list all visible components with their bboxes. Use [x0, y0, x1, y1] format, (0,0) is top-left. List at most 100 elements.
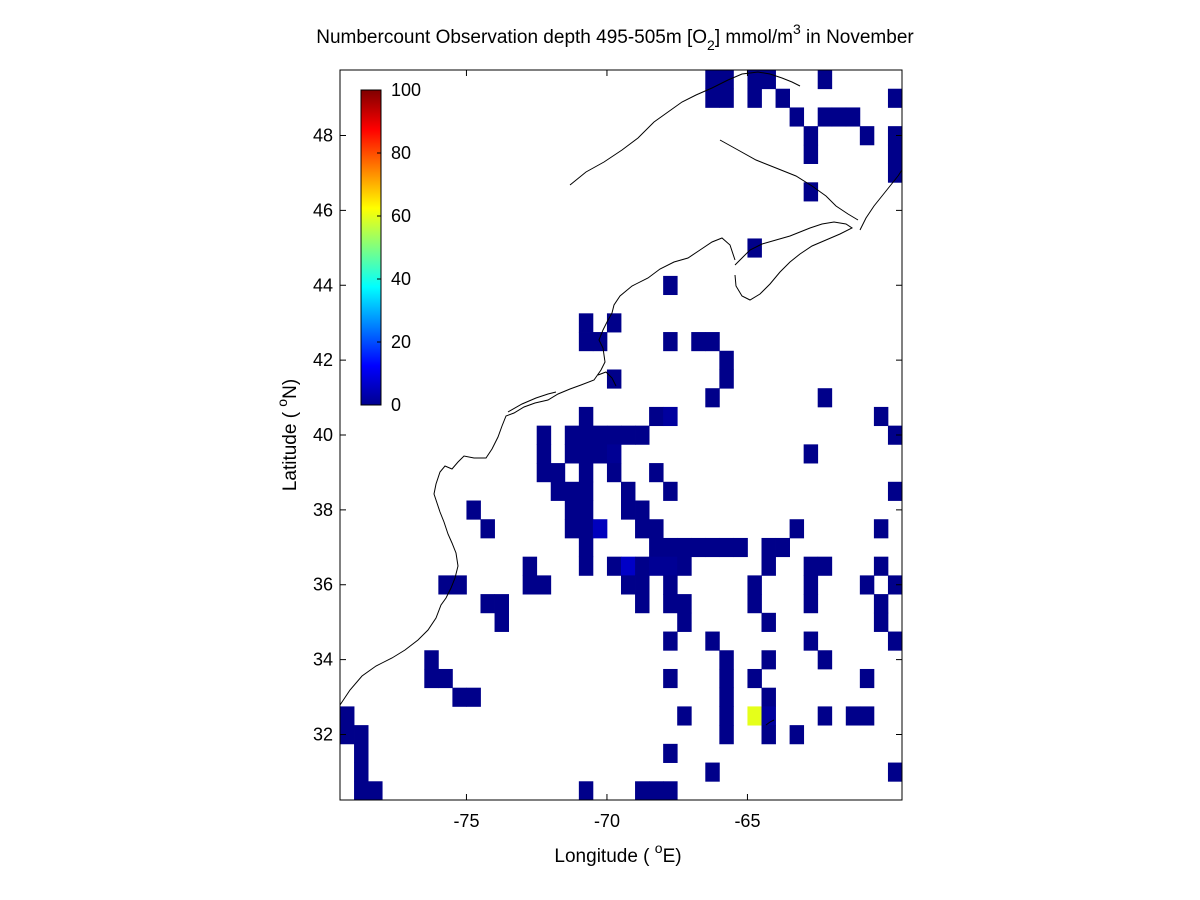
heatmap-cell: [705, 388, 720, 408]
heatmap-cell: [649, 519, 664, 539]
heatmap-cell: [859, 575, 875, 595]
heatmap-cell: [663, 594, 678, 614]
heatmap-cell: [649, 781, 664, 800]
heatmap-cell: [550, 481, 566, 501]
colorbar-tick-label: 20: [391, 332, 411, 352]
coastline: [340, 71, 902, 726]
heatmap-cell: [887, 425, 902, 445]
heatmap-cell: [719, 650, 734, 670]
colorbar-gradient: [360, 89, 382, 406]
heatmap-cell: [536, 425, 552, 445]
heatmap-cell: [747, 88, 762, 108]
heatmap-cell: [340, 706, 355, 726]
colorbar: 0 20 40 60 80 100: [360, 80, 421, 415]
heatmap-cell: [747, 706, 762, 726]
heatmap-cell: [663, 332, 678, 352]
y-tick-label: 40: [313, 425, 333, 445]
colorbar-tick-label: 40: [391, 269, 411, 289]
colorbar-tick-label: 60: [391, 206, 411, 226]
heatmap-cell: [578, 500, 594, 520]
heatmap-cell: [859, 126, 875, 146]
heatmap-cell: [761, 650, 776, 670]
heatmap-cell: [719, 88, 734, 108]
heatmap-cell: [564, 444, 580, 464]
axis-ticks: -75 -70 -65 32 34 36 38 40 42 44 46 48: [313, 70, 902, 831]
heatmap-cell: [873, 556, 889, 576]
heatmap-cell: [887, 163, 902, 183]
heatmap-cell: [494, 612, 509, 632]
heatmap-cell: [635, 594, 650, 614]
coastline-us-east: [340, 237, 736, 706]
heatmap-cell: [887, 481, 902, 501]
heatmap-cell: [747, 668, 762, 689]
heatmap-cell: [817, 388, 833, 408]
heatmap-cell: [719, 668, 734, 689]
heatmap-cell: [677, 537, 692, 558]
heatmap-cell: [564, 481, 580, 501]
coastline-gulf-st-lawrence: [569, 71, 801, 186]
heatmap-cell: [663, 668, 678, 689]
heatmap-cell: [635, 425, 650, 445]
heatmap-cell: [550, 463, 566, 483]
heatmap-cell: [845, 107, 861, 127]
heatmap-cell: [452, 575, 467, 595]
heatmap-cell: [480, 519, 495, 539]
heatmap-cell: [747, 70, 762, 90]
heatmap-cell: [621, 425, 636, 445]
heatmap-cell: [747, 594, 762, 614]
heatmap-cell: [578, 425, 594, 445]
heatmap-cell: [564, 519, 580, 539]
heatmap-cell: [663, 556, 678, 576]
heatmap-cell: [887, 631, 902, 651]
heatmap-cell: [578, 781, 594, 800]
heatmap-cell: [705, 88, 720, 108]
heatmap-cell: [606, 369, 622, 389]
heatmap-cell: [649, 406, 664, 427]
heatmap-cell: [621, 481, 636, 501]
heatmap-cell: [817, 556, 833, 576]
heatmap-cell: [663, 631, 678, 651]
y-tick-label: 46: [313, 200, 333, 220]
heatmap-cell: [845, 706, 861, 726]
y-tick-label: 42: [313, 350, 333, 370]
heatmap-cell: [606, 444, 622, 464]
heatmap-cell: [578, 406, 594, 427]
heatmap-cell: [564, 425, 580, 445]
heatmap-cell: [803, 144, 819, 164]
heatmap-cell: [719, 350, 734, 370]
heatmap-cell: [522, 575, 538, 595]
heatmap-cell: [719, 706, 734, 726]
heatmap-cell: [494, 594, 509, 614]
heatmap-cell: [817, 706, 833, 726]
heatmap-cell: [606, 313, 622, 333]
heatmap-cell: [592, 444, 608, 464]
heatmap-cell: [705, 762, 720, 782]
heatmap-cell: [803, 556, 819, 576]
heatmap-cell: [663, 275, 678, 296]
heatmap-cell: [635, 575, 650, 595]
heatmap-cell: [789, 519, 805, 539]
heatmap-cell: [649, 463, 664, 483]
heatmap-cell: [621, 575, 636, 595]
heatmap-cell: [354, 762, 369, 782]
heatmap-cell: [368, 781, 383, 800]
heatmap-cell: [635, 500, 650, 520]
heatmap-cell: [677, 706, 692, 726]
y-tick-label: 48: [313, 126, 333, 146]
heatmap-cell: [887, 126, 902, 146]
heatmap-cell: [677, 556, 692, 576]
heatmap-cell: [480, 594, 495, 614]
heatmap-cell: [536, 463, 552, 483]
heatmap-cell: [663, 406, 678, 427]
heatmap-cell: [663, 743, 678, 763]
heatmap-cell: [466, 687, 481, 707]
heatmap-cell: [578, 463, 594, 483]
heatmap-cell: [340, 725, 355, 745]
heatmap-cell: [354, 781, 369, 800]
heatmap-cell: [663, 481, 678, 501]
heatmap-cell: [761, 537, 776, 558]
heatmap-cell: [817, 107, 833, 127]
heatmap-cell: [621, 500, 636, 520]
heatmap-cell: [803, 182, 819, 202]
coastline-long-island: [507, 391, 557, 413]
